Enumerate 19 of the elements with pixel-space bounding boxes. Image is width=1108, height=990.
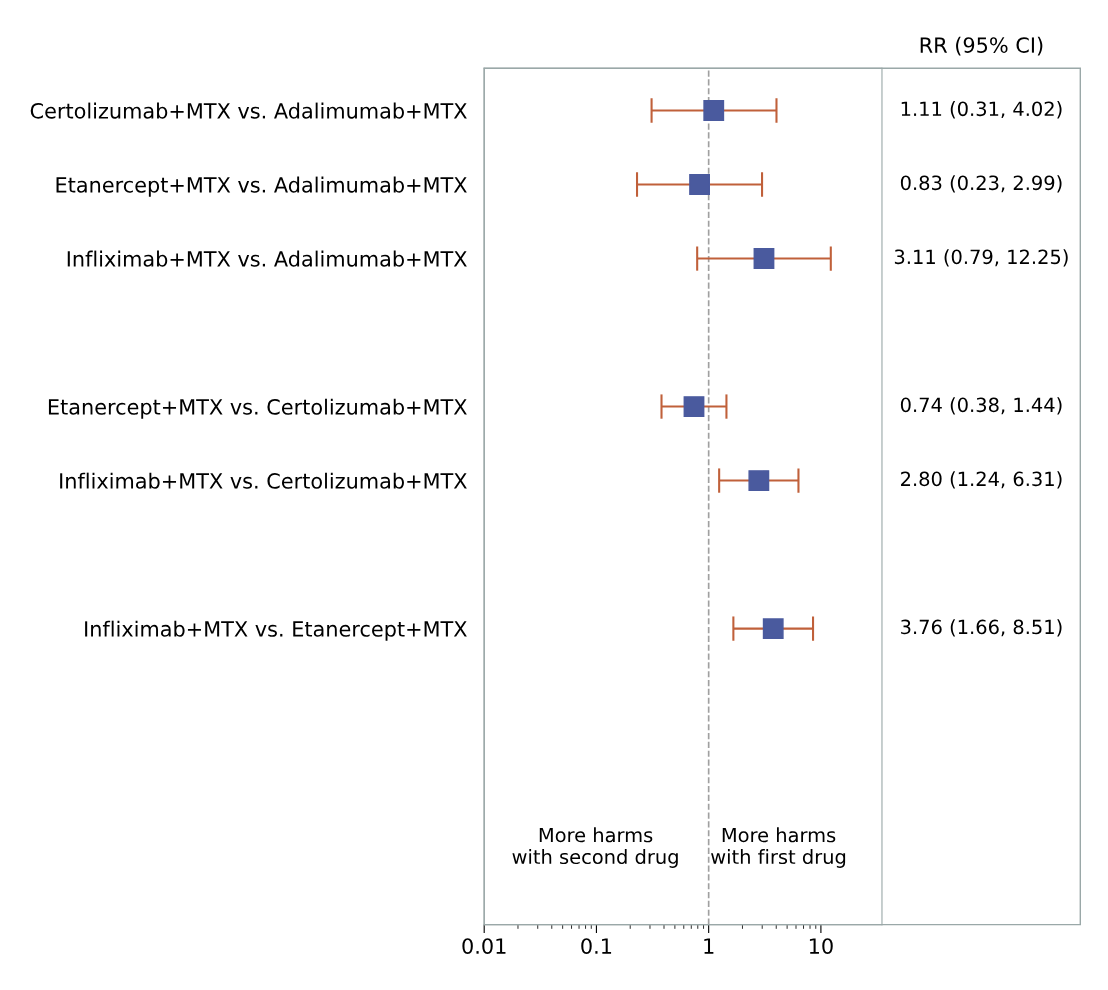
text: RR (95% CI) — [920, 36, 1043, 56]
data-label: 0.83 (0.23, 2.99) — [900, 175, 1062, 193]
x-tick-label: 0.1 — [581, 938, 612, 954]
data-label: 3.11 (0.79, 12.25) — [894, 249, 1068, 267]
y-tick-label: Etanercept+MTX vs. Adalimumab+MTX — [56, 176, 467, 197]
y-tick-label: Infliximab+MTX vs. Etanercept+MTX — [85, 620, 467, 641]
y-tick-label: Infliximab+MTX vs. Adalimumab+MTX — [67, 250, 467, 267]
data-label: 2.80 (1.24, 6.31) — [901, 471, 1062, 489]
y-tick-label: Etanercept+MTX vs. Certolizumab+MTX — [48, 398, 467, 419]
x-tick-label: 1 — [704, 938, 714, 954]
x-tick-label: 10 — [809, 938, 833, 954]
annotation: More harms with second drug — [512, 827, 678, 868]
data-label: 0.74 (0.38, 1.44) — [900, 397, 1062, 415]
y-tick-label: Infliximab+MTX vs. Certolizumab+MTX — [60, 472, 467, 489]
annotation: More harms with first drug — [711, 827, 846, 868]
y-tick-label: Certolizumab+MTX vs. Adalimumab+MTX — [30, 102, 467, 119]
data-label: 3.76 (1.66, 8.51) — [901, 619, 1062, 637]
x-tick-label: 0.01 — [462, 938, 506, 954]
data-label: 1.11 (0.31, 4.02) — [901, 101, 1062, 119]
